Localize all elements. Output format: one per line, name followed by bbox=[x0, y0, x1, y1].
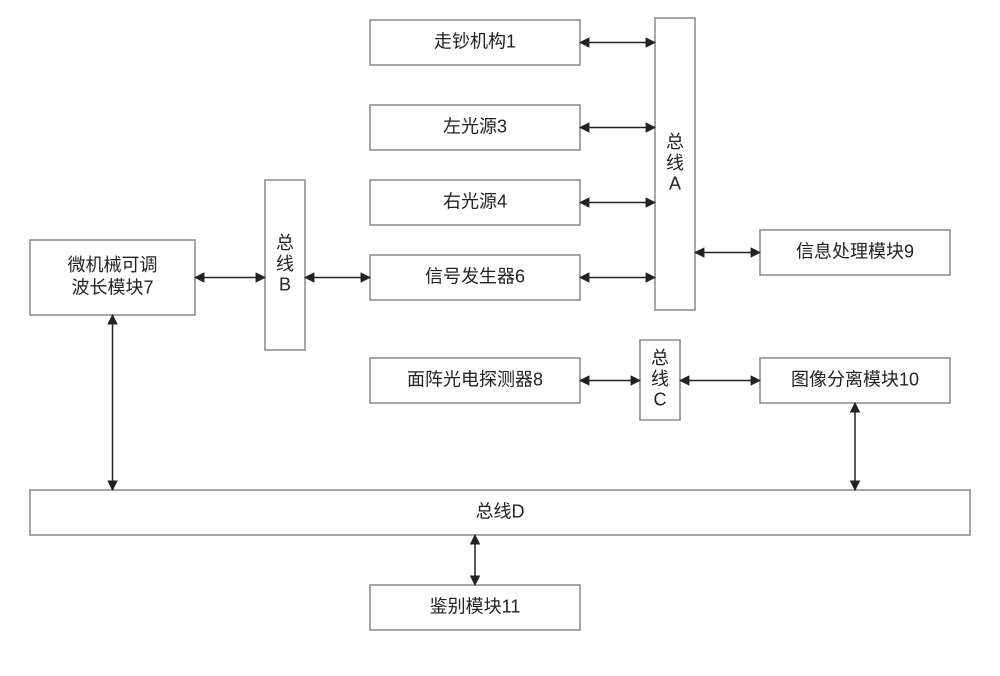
node-label: A bbox=[669, 173, 681, 193]
node-label: B bbox=[279, 274, 291, 294]
node-n9: 信息处理模块9 bbox=[760, 230, 950, 275]
node-busA: 总线A bbox=[655, 18, 695, 310]
node-label: 面阵光电探测器8 bbox=[407, 369, 543, 389]
node-label: 走钞机构1 bbox=[434, 31, 516, 51]
node-label: 线 bbox=[651, 369, 669, 389]
node-n8: 面阵光电探测器8 bbox=[370, 358, 580, 403]
node-n3: 左光源3 bbox=[370, 105, 580, 150]
node-label: 线 bbox=[666, 153, 684, 173]
node-n11: 鉴别模块11 bbox=[370, 585, 580, 630]
node-label: 波长模块7 bbox=[71, 278, 153, 298]
node-label: 信号发生器6 bbox=[425, 266, 525, 286]
node-label: 总线D bbox=[476, 501, 525, 521]
node-label: 总 bbox=[651, 348, 669, 368]
node-label: 信息处理模块9 bbox=[796, 241, 914, 261]
node-n1: 走钞机构1 bbox=[370, 20, 580, 65]
node-label: 右光源4 bbox=[443, 191, 507, 211]
node-label: 鉴别模块11 bbox=[430, 596, 521, 616]
node-label: 微机械可调 bbox=[68, 255, 158, 275]
diagram-canvas: 走钞机构1 左光源3 右光源4 信号发生器6 面阵光电探测器8 微机械可调波长模块7 信息处… bbox=[0, 0, 1000, 676]
node-n6: 信号发生器6 bbox=[370, 255, 580, 300]
node-label: 总 bbox=[276, 233, 294, 253]
node-n10: 图像分离模块10 bbox=[760, 358, 950, 403]
node-label: 图像分离模块10 bbox=[791, 369, 919, 389]
node-busC: 总线C bbox=[640, 340, 680, 420]
node-label: 总 bbox=[666, 132, 684, 152]
node-n4: 右光源4 bbox=[370, 180, 580, 225]
node-label: C bbox=[654, 389, 667, 409]
node-label: 线 bbox=[276, 254, 294, 274]
node-n7: 微机械可调波长模块7 bbox=[30, 240, 195, 315]
node-label: 左光源3 bbox=[443, 116, 507, 136]
node-busD: 总线D bbox=[30, 490, 970, 535]
node-busB: 总线B bbox=[265, 180, 305, 350]
